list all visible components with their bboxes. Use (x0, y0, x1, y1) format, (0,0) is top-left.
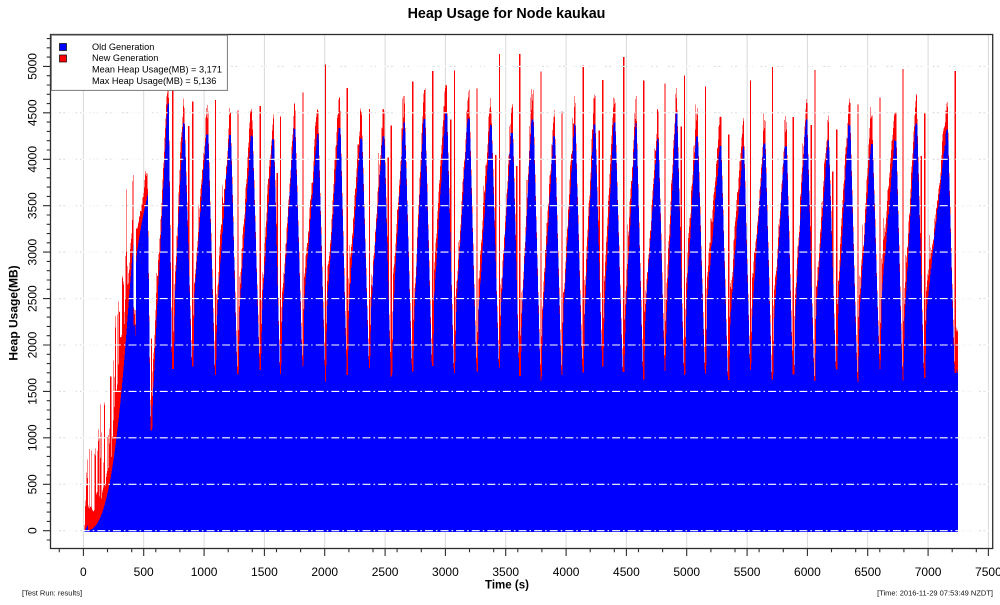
svg-text:5000: 5000 (25, 53, 39, 80)
svg-text:0: 0 (25, 527, 39, 534)
svg-text:2000: 2000 (311, 565, 338, 579)
svg-text:0: 0 (80, 565, 87, 579)
svg-text:New Generation: New Generation (92, 53, 158, 63)
svg-text:4000: 4000 (25, 146, 39, 173)
svg-text:2500: 2500 (372, 565, 399, 579)
svg-text:Heap Usage for Node kaukau: Heap Usage for Node kaukau (408, 6, 606, 22)
svg-text:Old Generation: Old Generation (92, 42, 154, 52)
svg-text:7000: 7000 (915, 565, 942, 579)
svg-text:3500: 3500 (492, 565, 519, 579)
svg-text:5000: 5000 (673, 565, 700, 579)
svg-text:Time (s): Time (s) (485, 580, 529, 592)
svg-text:7500: 7500 (975, 565, 1000, 579)
svg-text:4500: 4500 (613, 565, 640, 579)
svg-text:3000: 3000 (432, 565, 459, 579)
svg-text:Heap Usage(MB): Heap Usage(MB) (7, 265, 21, 360)
svg-text:2500: 2500 (25, 285, 39, 312)
svg-text:3500: 3500 (25, 192, 39, 219)
svg-text:2000: 2000 (25, 331, 39, 358)
svg-text:5500: 5500 (734, 565, 761, 579)
svg-text:1000: 1000 (25, 424, 39, 451)
svg-text:6000: 6000 (794, 565, 821, 579)
svg-text:[Time: 2016-11-29 07:53:49 NZD: [Time: 2016-11-29 07:53:49 NZDT] (877, 589, 993, 598)
svg-text:[Test Run: results]: [Test Run: results] (22, 589, 82, 598)
svg-text:500: 500 (134, 565, 154, 579)
svg-text:1000: 1000 (191, 565, 218, 579)
svg-text:Max Heap Usage(MB) = 5,136: Max Heap Usage(MB) = 5,136 (92, 76, 216, 86)
svg-text:3000: 3000 (25, 238, 39, 265)
svg-text:4500: 4500 (25, 99, 39, 126)
svg-text:1500: 1500 (25, 378, 39, 405)
svg-text:1500: 1500 (251, 565, 278, 579)
svg-text:500: 500 (25, 474, 39, 494)
svg-text:6500: 6500 (854, 565, 881, 579)
svg-text:4000: 4000 (553, 565, 580, 579)
svg-text:Mean Heap Usage(MB) = 3,171: Mean Heap Usage(MB) = 3,171 (92, 65, 222, 75)
